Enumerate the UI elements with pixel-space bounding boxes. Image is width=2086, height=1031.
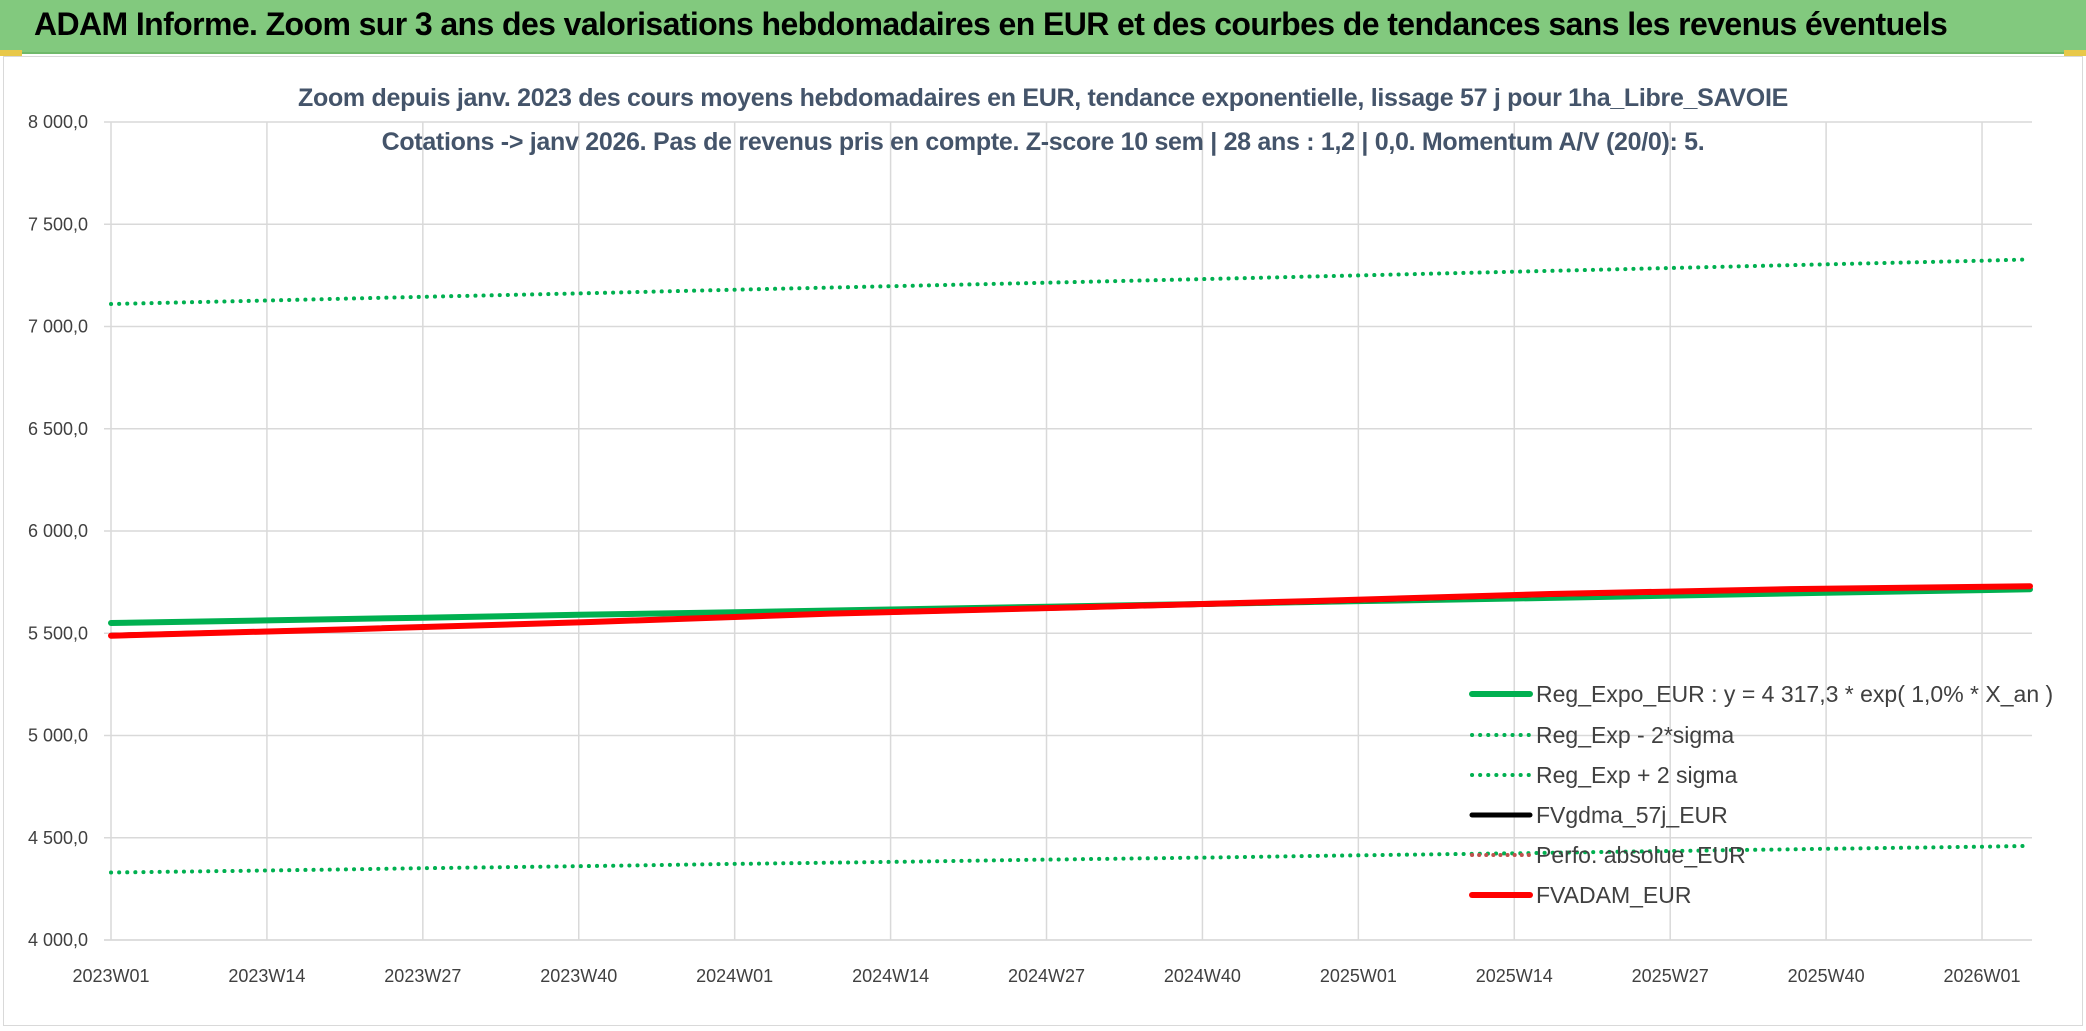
x-tick-label: 2024W27 (1008, 966, 1085, 986)
x-tick-label: 2023W14 (228, 966, 305, 986)
banner: ADAM Informe. Zoom sur 3 ans des valoris… (0, 0, 2086, 54)
series-line-1 (109, 843, 2032, 875)
x-axis: 2023W01 2023W14 2023W27 2023W40 2024W01 2024W… (72, 966, 2020, 986)
y-tick-label: 7 000,0 (28, 317, 88, 337)
y-tick-label: 5 500,0 (28, 623, 88, 643)
legend-label-0: Reg_Expo_EUR : y = 4 317,3 * exp( 1,0% *… (1536, 681, 2053, 707)
grid-layer (104, 121, 2032, 941)
legend-label-2: Reg_Exp + 2 sigma (1536, 762, 1738, 788)
chart-subtitle: Cotations -> janv 2026. Pas de revenus p… (381, 128, 1705, 156)
banner-corner-right (2064, 50, 2086, 56)
x-tick-label: 2024W40 (1164, 966, 1241, 986)
x-tick-label: 2024W01 (696, 966, 773, 986)
x-tick-label: 2025W01 (1320, 966, 1397, 986)
banner-corner-left (0, 50, 22, 56)
y-tick-label: 4 000,0 (28, 930, 88, 950)
x-tick-label: 2024W14 (852, 966, 929, 986)
y-tick-label: 6 500,0 (28, 419, 88, 439)
x-tick-label: 2023W27 (384, 966, 461, 986)
y-tick-label: 6 000,0 (28, 521, 88, 541)
chart-title: Zoom depuis janv. 2023 des cours moyens … (298, 84, 1788, 112)
series-line-2 (109, 257, 2032, 306)
legend-label-3: FVgdma_57j_EUR (1536, 802, 1728, 828)
x-tick-label: 2023W40 (540, 966, 617, 986)
series-layer (108, 257, 2033, 875)
y-tick-label: 5 000,0 (28, 726, 88, 746)
x-tick-label: 2025W14 (1476, 966, 1553, 986)
x-tick-label: 2025W40 (1788, 966, 1865, 986)
chart-frame (3, 56, 2083, 1026)
legend: Reg_Expo_EUR : y = 4 317,3 * exp( 1,0% *… (1469, 681, 2053, 908)
legend-label-1: Reg_Exp - 2*sigma (1536, 722, 1734, 748)
legend-label-5: FVADAM_EUR (1536, 882, 1692, 908)
legend-label-4: Perfo. absolue_EUR (1536, 842, 1746, 868)
series-line-5 (108, 583, 2033, 639)
y-tick-label: 7 500,0 (28, 214, 88, 234)
y-axis: 4 000,0 4 500,0 5 000,0 5 500,0 6 000,0 6 500… (28, 112, 88, 950)
x-tick-label: 2025W27 (1632, 966, 1709, 986)
banner-title: ADAM Informe. Zoom sur 3 ans des valoris… (34, 6, 1948, 42)
x-tick-label: 2026W01 (1943, 966, 2020, 986)
x-tick-label: 2023W01 (72, 966, 149, 986)
y-tick-label: 8 000,0 (28, 112, 88, 132)
y-tick-label: 4 500,0 (28, 828, 88, 848)
